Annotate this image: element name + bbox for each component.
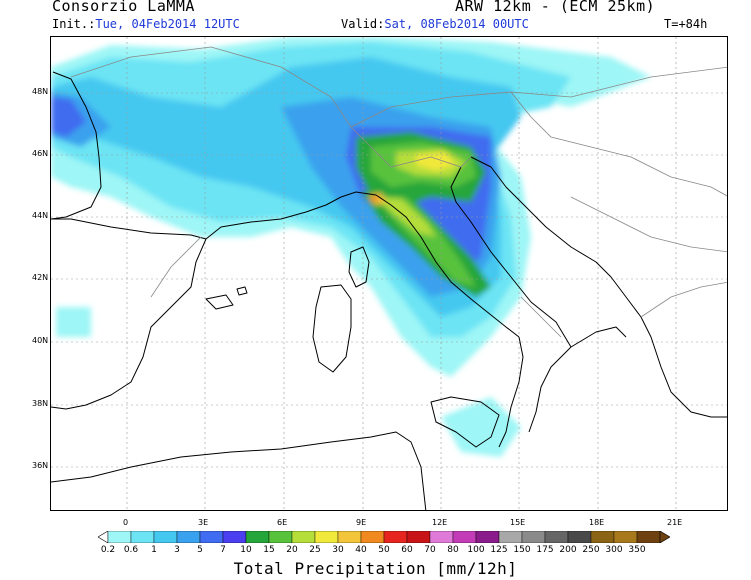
colorbar-title: Total Precipitation [mm/12h] (233, 559, 518, 578)
colorbar-swatch (383, 531, 408, 543)
borders (70, 46, 727, 338)
lon-label-15e: 15E (510, 518, 526, 527)
colorbar-swatch (107, 531, 132, 543)
lat-label-36n: 36N (32, 461, 49, 470)
colorbar-swatch (360, 531, 385, 543)
colorbar-swatch (130, 531, 155, 543)
colorbar-level-label: 300 (605, 545, 623, 555)
colorbar-swatch (176, 531, 201, 543)
colorbar-level-label: 100 (467, 545, 485, 555)
colorbar-level-label: 1 (151, 545, 157, 555)
colorbar-level-label: 250 (582, 545, 600, 555)
lead-time: T=+84h (664, 17, 708, 31)
colorbar-swatch (153, 531, 178, 543)
colorbar-swatch (544, 531, 569, 543)
colorbar-swatch (498, 531, 523, 543)
init-label: Init.: (52, 17, 96, 31)
colorbar-swatch (337, 531, 362, 543)
colorbar-level-label: 25 (309, 545, 321, 555)
valid-time: Valid:Sat, 08Feb2014 00UTC (341, 17, 529, 31)
colorbar-swatch (521, 531, 546, 543)
colorbar-swatch (222, 531, 247, 543)
colorbar-level-label: 60 (401, 545, 413, 555)
colorbar-swatch (291, 531, 316, 543)
valid-label: Valid: (341, 17, 385, 31)
colorbar-swatch (636, 531, 661, 543)
init-time: Init.:Tue, 04Feb2014 12UTC (52, 17, 240, 31)
colorbar-swatch (475, 531, 500, 543)
colorbar-level-label: 0.6 (123, 545, 139, 555)
lon-label-18e: 18E (589, 518, 605, 527)
lat-label-44n: 44N (32, 211, 49, 220)
lat-label-48n: 48N (32, 87, 49, 96)
lat-label-40n: 40N (32, 336, 49, 345)
colorbar-level-label: 10 (240, 545, 252, 555)
colorbar-swatch (452, 531, 477, 543)
colorbar-arrow-right (659, 531, 670, 543)
colorbar-level-label: 40 (355, 545, 367, 555)
colorbar-level-label: 50 (378, 545, 390, 555)
lon-label-12e: 12E (432, 518, 448, 527)
colorbar-swatch (406, 531, 431, 543)
map-canvas (51, 37, 727, 510)
lon-label-9e: 9E (356, 518, 367, 527)
lat-label-46n: 46N (32, 149, 49, 158)
lon-label-6e: 6E (277, 518, 288, 527)
colorbar-swatch (268, 531, 293, 543)
colorbar-level-label: 30 (332, 545, 344, 555)
lon-label-3e: 3E (198, 518, 209, 527)
init-value: Tue, 04Feb2014 12UTC (95, 17, 240, 31)
organization-title: Consorzio LaMMA (52, 0, 195, 15)
colorbar-level-label: 7 (220, 545, 226, 555)
model-title: ARW 12km - (ECM 25km) (455, 0, 656, 15)
colorbar-level-label: 350 (628, 545, 646, 555)
colorbar-level-label: 15 (263, 545, 275, 555)
colorbar-level-label: 200 (559, 545, 577, 555)
colorbar-level-label: 125 (490, 545, 508, 555)
colorbar-level-label: 0.2 (100, 545, 116, 555)
colorbar-level-label: 175 (536, 545, 554, 555)
colorbar-swatch (245, 531, 270, 543)
colorbar-level-label: 5 (197, 545, 203, 555)
precipitation-colorbar (98, 531, 670, 543)
lon-label-0: 0 (123, 518, 129, 527)
colorbar-swatch (199, 531, 224, 543)
colorbar-level-label: 80 (447, 545, 459, 555)
colorbar-swatch (590, 531, 615, 543)
precipitation-field (51, 37, 651, 457)
map-grid (51, 37, 727, 510)
colorbar-swatch (567, 531, 592, 543)
colorbar-swatch (613, 531, 638, 543)
colorbar-level-label: 150 (513, 545, 531, 555)
colorbar-swatch (429, 531, 454, 543)
precipitation-map (50, 36, 728, 511)
lat-label-42n: 42N (32, 273, 49, 282)
colorbar-level-label: 20 (286, 545, 298, 555)
colorbar-level-label: 70 (424, 545, 436, 555)
colorbar-level-label: 3 (174, 545, 180, 555)
coastlines (51, 71, 727, 510)
colorbar-arrow-left (98, 531, 109, 543)
valid-value: Sat, 08Feb2014 00UTC (384, 17, 529, 31)
lon-label-21e: 21E (667, 518, 683, 527)
colorbar-swatch (314, 531, 339, 543)
lat-label-38n: 38N (32, 399, 49, 408)
